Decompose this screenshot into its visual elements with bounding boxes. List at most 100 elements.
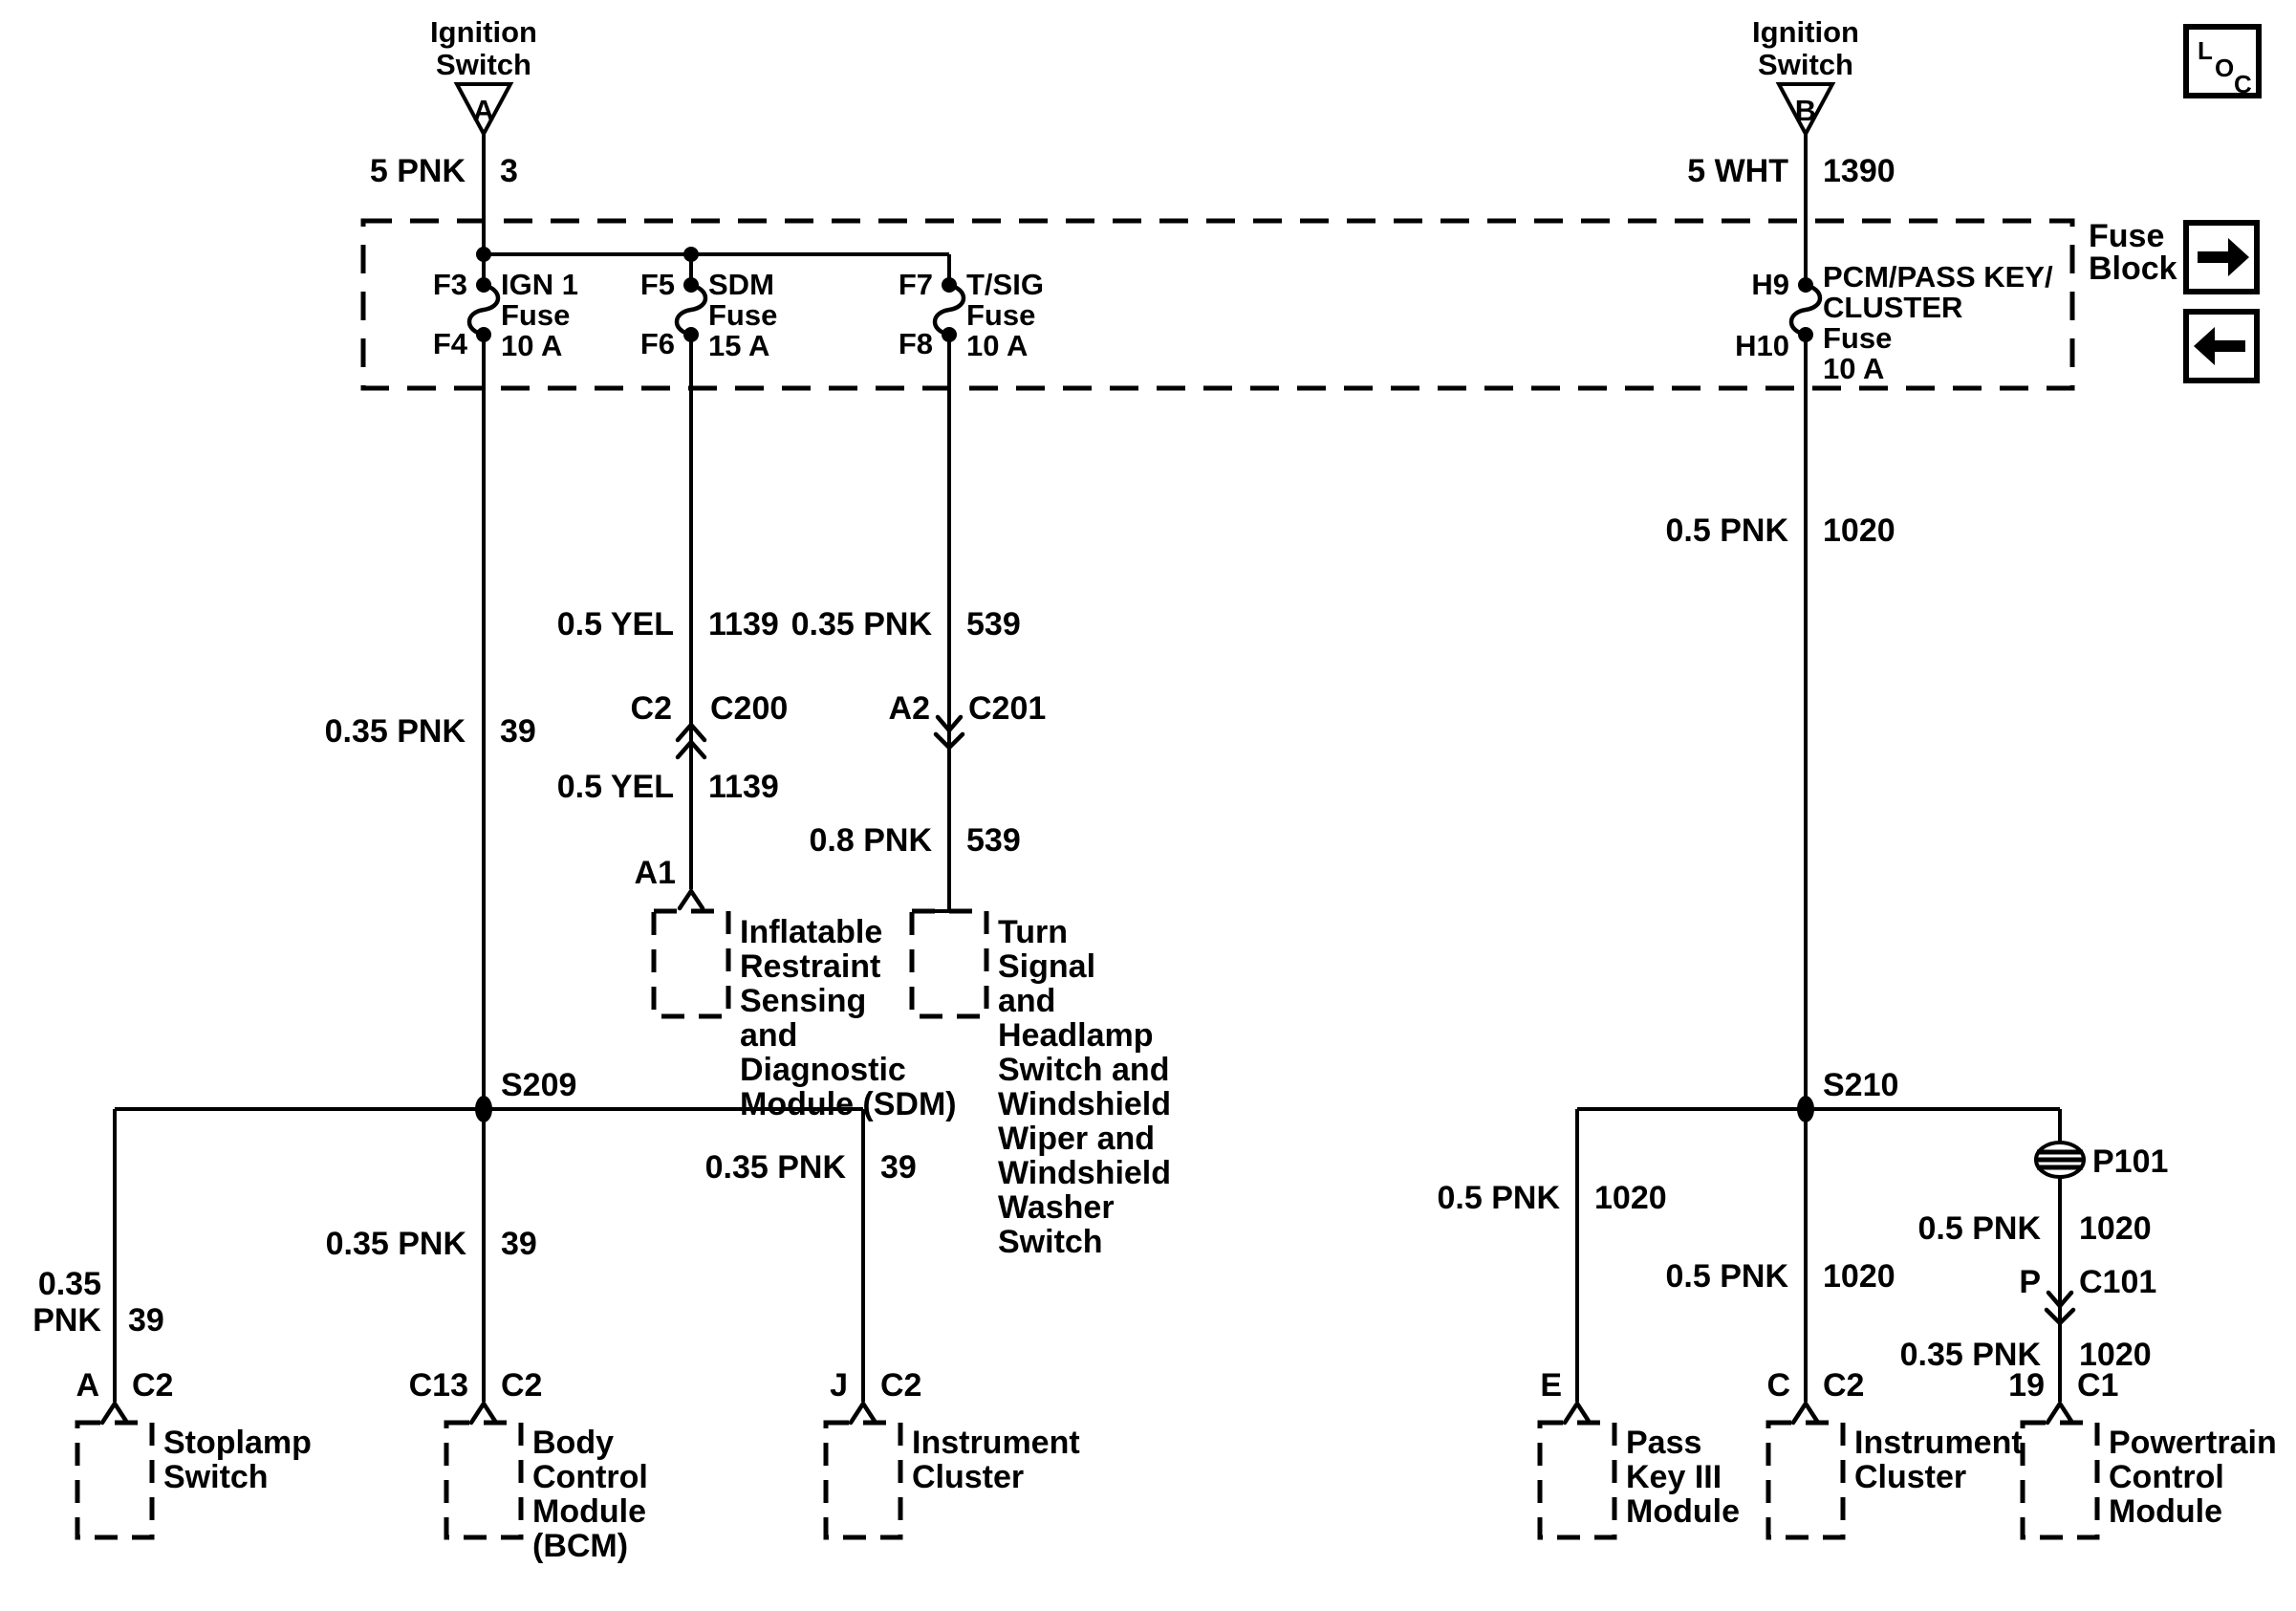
ignition-switch-a: Ignition Switch A 5 PNK 3 [370, 15, 537, 189]
connector-arrow-down-icon [935, 714, 964, 734]
wire-label: 0.35 [38, 1266, 101, 1302]
connector-pin: A2 [889, 690, 930, 727]
component-name-line: Module [2109, 1493, 2222, 1530]
connector-pin: A1 [635, 855, 676, 891]
splice-dot [475, 1096, 492, 1122]
component-pin-right: C2 [880, 1367, 921, 1404]
connector-c101: P C101 [2019, 1264, 2156, 1327]
fuse-name-line2: CLUSTER [1823, 291, 1962, 324]
wire-label: 0.35 PNK [326, 1226, 467, 1262]
connector-chevron-up-icon [1790, 1399, 1821, 1426]
wire-label: 0.8 PNK [810, 822, 933, 859]
fuse-name-line4: 10 A [1823, 352, 1884, 385]
arrow-right-icon [2198, 238, 2249, 276]
loc-letter-c: C [2234, 70, 2252, 98]
wire-label: 0.35 PNK [1900, 1337, 2042, 1373]
fuse-name-line3: 15 A [708, 329, 769, 362]
wire-label: 0.35 PNK [705, 1149, 847, 1186]
component-stoplamp-switch: A C2 Stoplamp Switch [75, 1367, 312, 1540]
fuse-element-icon [466, 282, 501, 337]
wire-label: 1020 [2079, 1210, 2152, 1247]
component-name-line: Pass [1626, 1425, 1701, 1461]
component-name-line: and [998, 983, 1055, 1019]
grommet-p101: P101 [2034, 1141, 2168, 1180]
component-box [75, 1420, 155, 1540]
wire-label: 0.5 PNK [1438, 1180, 1561, 1216]
connector-chevron-up-icon [99, 1399, 130, 1426]
wire-label: 0.5 YEL [557, 606, 674, 642]
source-b-label-line1: Ignition [1752, 15, 1859, 49]
connector-chevron-up-icon [848, 1399, 878, 1426]
connector-a1: A1 [635, 855, 705, 911]
arrow-right-box [2183, 220, 2260, 294]
connector-chevron-up-icon [677, 886, 705, 911]
component-name-line: Control [532, 1459, 648, 1495]
component-name-line: Control [2109, 1459, 2224, 1495]
component-name-line: Instrument [912, 1425, 1080, 1461]
component-name-line: Inflatable [740, 914, 882, 950]
wire-label: 539 [966, 606, 1021, 642]
wire-label: 0.35 PNK [325, 713, 466, 750]
component-name-line: Body [532, 1425, 614, 1461]
component-instrument-cluster-left: J C2 Instrument Cluster [823, 1367, 1080, 1540]
component-name-line: Wiper and [998, 1121, 1155, 1157]
source-b-label-line2: Switch [1758, 48, 1853, 81]
fuse-name-line3: Fuse [1823, 321, 1892, 355]
fuse-pin-top: F5 [640, 268, 675, 301]
component-pin-left: C [1766, 1367, 1790, 1404]
fuse-pin-top: F7 [899, 268, 933, 301]
fuse-name-line2: Fuse [501, 298, 570, 332]
component-name-line: Powertrain [2109, 1425, 2277, 1461]
component-name-line: Cluster [1854, 1459, 1966, 1495]
connector-c200: C2 C200 [631, 690, 788, 760]
splice-label: S209 [501, 1067, 576, 1103]
wire-a-circuit: 3 [500, 153, 518, 189]
wire-label: PNK [32, 1302, 101, 1339]
component-pin-left: E [1540, 1367, 1562, 1404]
fuse-pin-top: F3 [433, 268, 467, 301]
fuse-pin-bottom: F6 [640, 327, 675, 360]
fuse-pcm-passkey-cluster: H9 H10 PCM/PASS KEY/ CLUSTER Fuse 10 A [1735, 260, 2053, 385]
fuse-ign1: F3 F4 IGN 1 Fuse 10 A [433, 268, 578, 362]
wire-label: 0.5 PNK [1918, 1210, 2042, 1247]
source-b-pin: B [1795, 94, 1816, 127]
wire-b-gauge-color: 5 WHT [1687, 153, 1788, 189]
wire-label: 0.5 YEL [557, 769, 674, 805]
component-box [1765, 1420, 1846, 1540]
component-name-line: Key III [1626, 1459, 1722, 1495]
wire-label: 1139 [708, 769, 779, 805]
component-name-line: Turn [998, 914, 1068, 950]
fuse-pin-top: H9 [1751, 268, 1789, 301]
fuse-pin-bottom: F4 [433, 327, 468, 360]
source-a-label-line2: Switch [436, 48, 531, 81]
component-bcm: C13 C2 Body Control Module (BCM) [409, 1367, 648, 1564]
connector-chevron-up-icon [468, 1399, 499, 1426]
splice-s209: S209 [475, 1067, 576, 1122]
component-name-line: Cluster [912, 1459, 1024, 1495]
component-pin-right: C2 [501, 1367, 542, 1404]
wire-label: 0.35 PNK [791, 606, 933, 642]
wire-labels: 0.35 PNK 39 0.5 PNK 1020 0.5 YEL 1139 0.… [32, 512, 2151, 1373]
bus-junction-dot [683, 247, 699, 262]
fuse-element-icon [1788, 282, 1823, 337]
ignition-switch-b: Ignition Switch B 5 WHT 1390 [1687, 15, 1895, 189]
connector-chevron-down-icon [2044, 1307, 2076, 1327]
component-pin-left: 19 [2008, 1367, 2045, 1404]
component-instrument-cluster-right: C C2 Instrument Cluster [1765, 1367, 2023, 1540]
connector-arrow-down-icon [2046, 1290, 2074, 1310]
fuse-element-icon [932, 282, 966, 337]
connector-chevron-up-icon [1562, 1399, 1592, 1426]
connector-chevron-up-icon [2045, 1399, 2075, 1426]
component-name-line: Diagnostic [740, 1052, 906, 1088]
component-box [1537, 1420, 1617, 1540]
grommet-lines-icon [2036, 1149, 2084, 1170]
fuse-sdm: F5 F6 SDM Fuse 15 A [640, 268, 778, 362]
component-name-line: Windshield [998, 1155, 1171, 1191]
fuse-pin-bottom: H10 [1735, 329, 1789, 362]
fuse-name-line3: 10 A [501, 329, 562, 362]
component-name-line: Washer [998, 1189, 1115, 1226]
component-name-line: Windshield [998, 1086, 1171, 1122]
fuse-name-line3: 10 A [966, 329, 1028, 362]
wire-label: 1139 [708, 606, 779, 642]
wires [113, 134, 2062, 1402]
